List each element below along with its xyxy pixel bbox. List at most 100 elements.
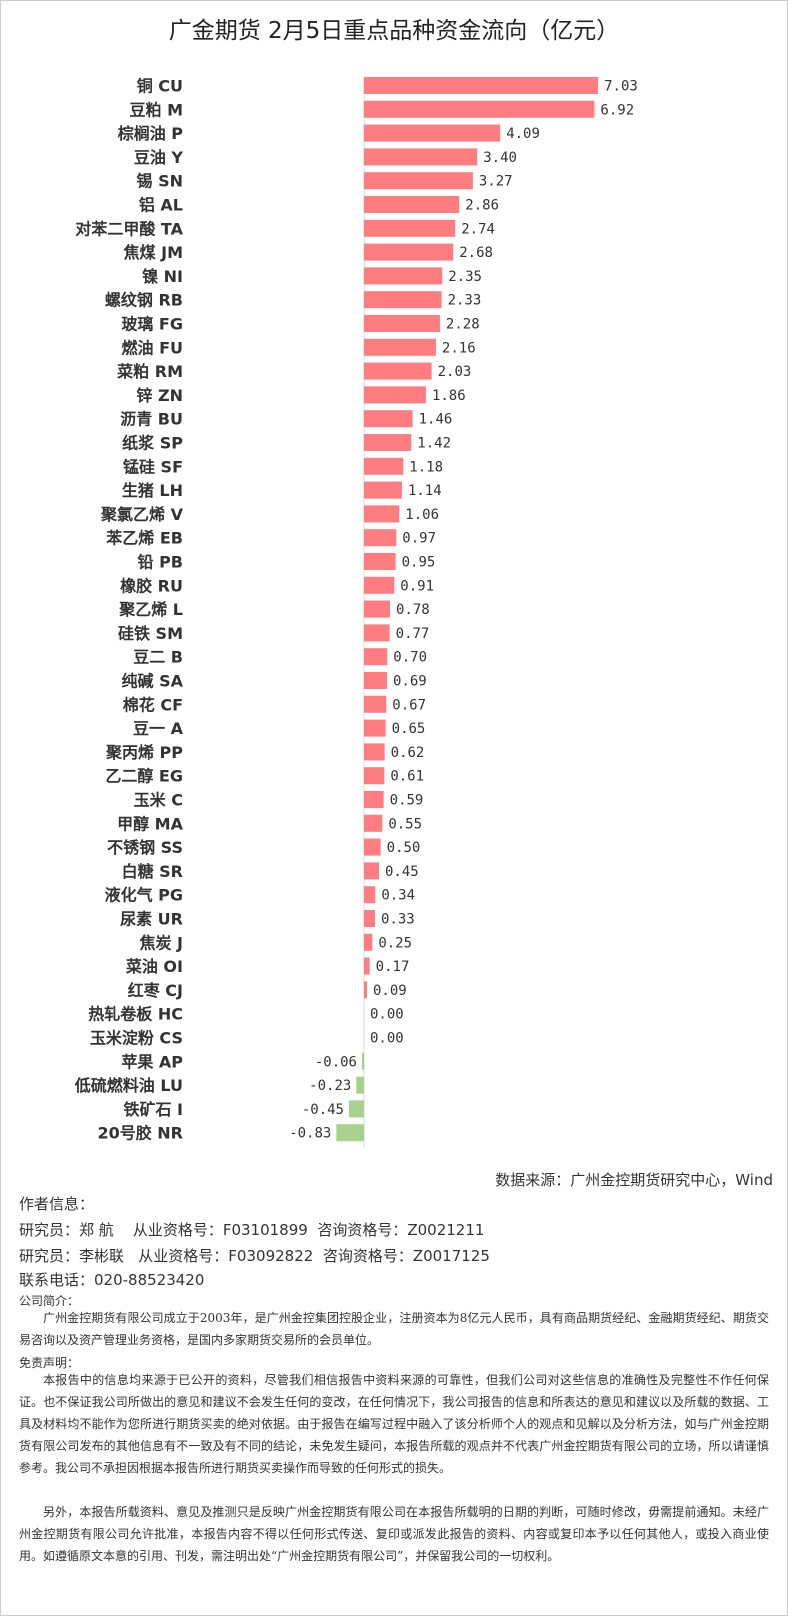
data-label: -0.06: [315, 1054, 357, 1070]
bar: [364, 672, 387, 689]
category-label: 橡胶 RU: [120, 576, 183, 595]
bar: [364, 267, 443, 285]
data-label: 1.18: [409, 459, 443, 475]
bar: [356, 1076, 364, 1094]
data-label: 0.78: [396, 602, 430, 618]
category-label: 聚丙烯 PP: [105, 743, 183, 762]
data-label: 0.00: [370, 1031, 404, 1047]
bar: [364, 291, 442, 309]
bar: [364, 838, 381, 856]
bar: [364, 767, 385, 785]
data-label: 0.70: [393, 650, 427, 666]
data-label: 0.34: [381, 888, 415, 904]
data-label: -0.23: [309, 1078, 351, 1094]
data-label: 0.62: [391, 745, 425, 761]
bar: [364, 910, 375, 927]
data-label: 0.25: [378, 935, 412, 951]
category-label: 甲醇 MA: [117, 814, 183, 833]
bar: [364, 243, 454, 261]
category-label: 豆粕 M: [130, 100, 184, 119]
category-label: 聚乙烯 L: [118, 600, 183, 619]
bar: [364, 957, 370, 975]
category-label: 热轧卷板 HC: [88, 1005, 183, 1024]
category-label: 燃油 FU: [122, 338, 184, 357]
researcher-2: 研究员：李彬联 从业资格号：F03092822 咨询资格号：Z0017125: [19, 1247, 490, 1265]
category-label: 棉花 CF: [123, 695, 183, 714]
bar: [364, 338, 436, 356]
bar: [362, 1052, 364, 1070]
category-label: 豆油 Y: [134, 148, 184, 167]
bar: [349, 1100, 364, 1118]
data-label: 2.68: [459, 245, 493, 261]
category-label: 纯碱 SA: [122, 672, 184, 691]
data-label: 1.46: [419, 412, 453, 428]
category-label: 液化气 PG: [105, 886, 183, 905]
bar: [364, 648, 388, 666]
bar: [364, 362, 432, 380]
data-label: 0.50: [387, 840, 421, 856]
data-label: 0.61: [390, 769, 424, 785]
category-label: 玉米淀粉 CS: [90, 1029, 183, 1048]
data-label: 1.14: [408, 483, 442, 499]
category-label: 镍 NI: [142, 267, 183, 286]
data-label: 2.74: [461, 221, 495, 237]
data-label: 0.65: [392, 721, 426, 737]
data-label: 0.69: [393, 674, 427, 690]
category-label: 菜粕 RM: [116, 362, 183, 381]
bar: [364, 481, 402, 499]
data-label: 2.28: [446, 317, 480, 333]
data-label: 2.03: [438, 364, 472, 380]
data-label: 1.42: [417, 436, 451, 452]
bar: [364, 505, 400, 523]
category-label: 对苯二甲酸 TA: [75, 219, 183, 238]
category-label: 豆一 A: [133, 719, 184, 738]
bar: [364, 600, 390, 618]
data-label: 3.40: [483, 150, 517, 166]
data-label: 0.55: [388, 816, 422, 832]
category-label: 20号胶 NR: [97, 1124, 183, 1143]
bar: [364, 148, 478, 166]
bar: [364, 743, 385, 761]
bar: [364, 196, 460, 213]
data-label: 1.06: [405, 507, 439, 523]
category-label: 锌 ZN: [136, 386, 183, 405]
author-heading: 作者信息：: [19, 1195, 95, 1213]
category-label: 红枣 CJ: [128, 981, 183, 1000]
category-label: 铜 CU: [137, 77, 183, 96]
category-label: 豆二 B: [133, 648, 183, 667]
researcher-1: 研究员：郑 航 从业资格号：F03101899 咨询资格号：Z0021211: [19, 1221, 485, 1239]
disclaimer-text-1: 本报告中的信息均来源于已公开的资料，尽管我们相信报告中资料来源的可靠性，但我们公…: [19, 1373, 769, 1475]
bar: [364, 576, 395, 594]
category-label: 铝 AL: [139, 196, 183, 215]
data-label: 6.92: [600, 102, 634, 118]
bar: [364, 933, 373, 951]
data-label: 7.03: [604, 79, 638, 95]
category-label: 低硫燃料油 LU: [74, 1076, 183, 1095]
data-label: 2.35: [448, 269, 482, 285]
category-label: 聚氯乙烯 V: [100, 505, 184, 524]
category-label: 铅 PB: [138, 553, 184, 572]
bar: [364, 100, 595, 118]
bar: [364, 791, 384, 808]
bar: [364, 434, 412, 451]
category-label: 玉米 C: [134, 791, 183, 810]
contact-phone: 联系电话：020-88523420: [19, 1271, 205, 1289]
category-label: 锰硅 SF: [123, 457, 183, 476]
data-label: 2.86: [465, 198, 499, 214]
data-label: 1.86: [432, 388, 466, 404]
bar: [364, 457, 404, 475]
category-label: 焦煤 JM: [123, 243, 183, 262]
bar: [364, 410, 413, 428]
data-label: 0.95: [402, 555, 436, 571]
category-label: 玻璃 FG: [121, 315, 183, 334]
bar: [364, 624, 390, 642]
category-label: 乙二醇 EG: [105, 767, 183, 786]
data-label: 0.67: [392, 697, 426, 713]
data-label: 0.33: [381, 912, 415, 928]
bar: [364, 124, 501, 142]
category-label: 纸浆 SP: [122, 434, 183, 453]
data-label: 0.00: [370, 1007, 404, 1023]
bar: [364, 814, 383, 832]
bar: [364, 172, 473, 190]
category-label: 菜油 OI: [125, 957, 183, 976]
